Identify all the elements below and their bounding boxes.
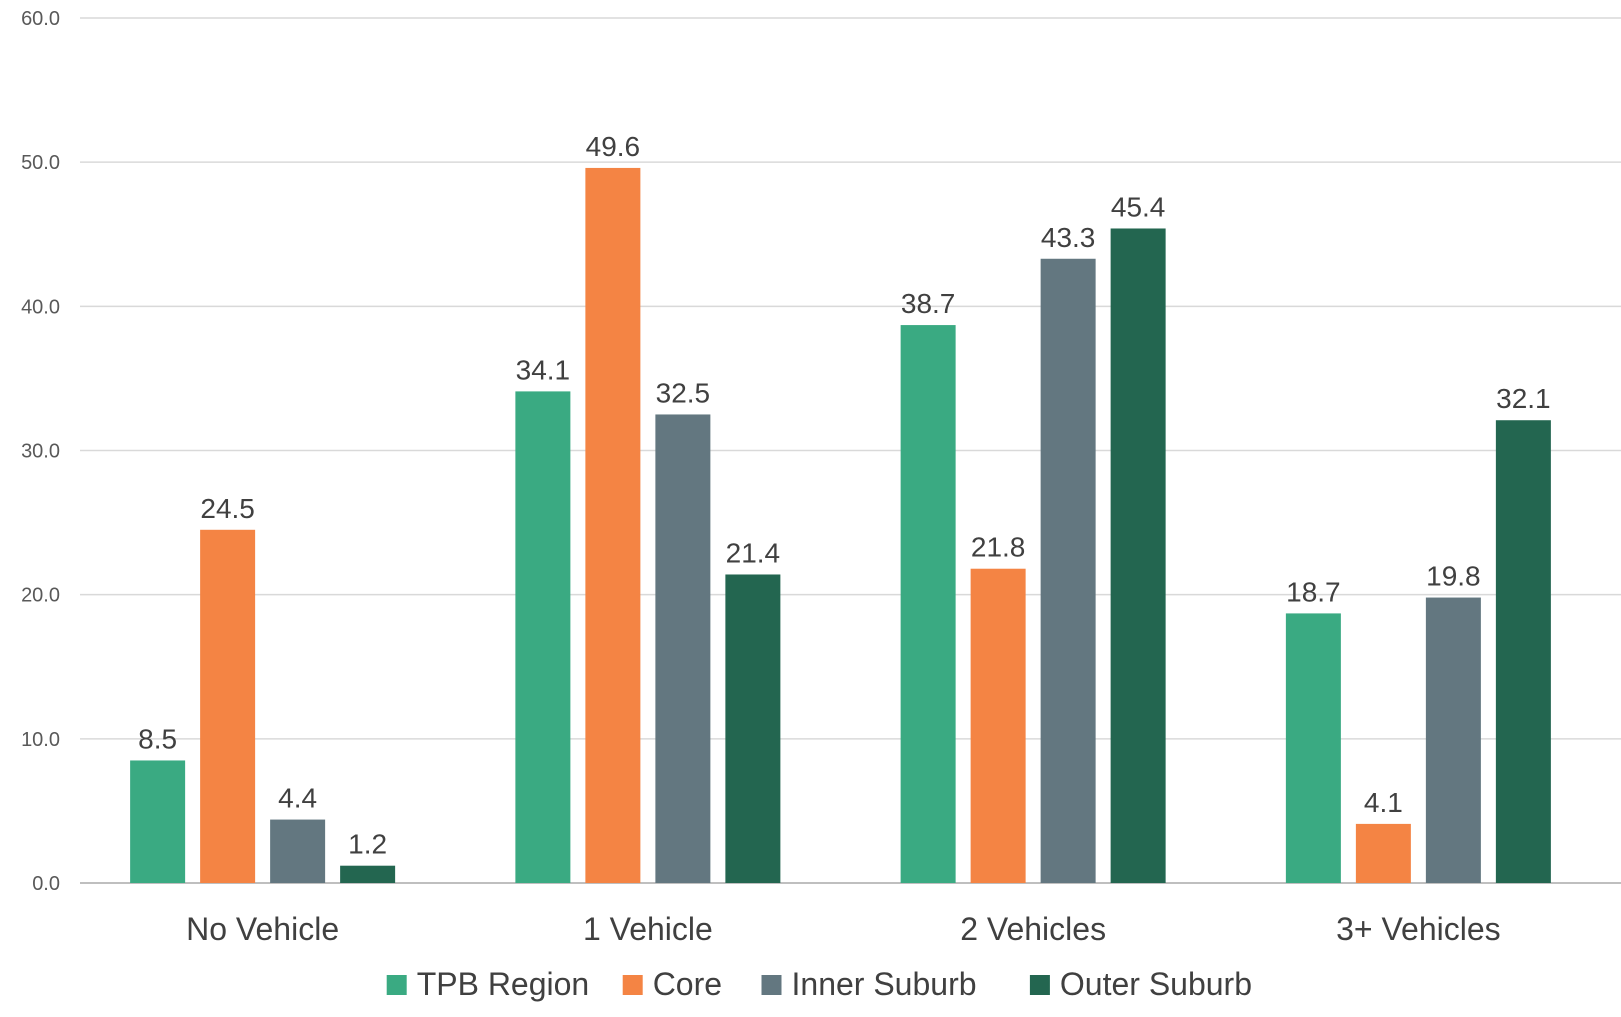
data-label: 24.5 <box>200 493 255 524</box>
bar-inner-suburb <box>1040 258 1096 884</box>
data-label: 8.5 <box>138 723 177 754</box>
data-label: 18.7 <box>1286 576 1341 607</box>
data-label: 32.1 <box>1496 383 1551 414</box>
y-tick-label: 50.0 <box>21 152 60 174</box>
bar-outer-suburb <box>340 865 396 883</box>
bar-tpb-region <box>130 760 186 883</box>
legend: TPB Region Core Inner Suburb Outer Suburb <box>386 966 1252 1002</box>
data-label: 1.2 <box>348 829 387 860</box>
x-tick-label: No Vehicle <box>186 911 339 947</box>
legend-label: Inner Suburb <box>792 966 977 1002</box>
bar-core <box>970 568 1026 883</box>
bar-outer-suburb <box>1495 420 1551 883</box>
y-tick-label: 10.0 <box>21 729 60 751</box>
legend-item-inner-suburb: Inner Suburb <box>761 966 977 1002</box>
x-tick-label: 3+ Vehicles <box>1336 911 1501 947</box>
bar-core <box>200 529 256 883</box>
bar-inner-suburb <box>270 819 326 883</box>
bars <box>130 167 1551 884</box>
legend-swatch <box>761 975 782 995</box>
gridlines <box>80 17 1621 884</box>
legend-swatch <box>386 975 407 995</box>
legend-item-tpb-region: TPB Region <box>386 966 590 1002</box>
data-label: 34.1 <box>516 354 571 385</box>
y-tick-label: 0.0 <box>32 873 60 895</box>
data-label: 43.3 <box>1041 222 1096 253</box>
bar-tpb-region <box>900 325 956 883</box>
data-label: 19.8 <box>1426 561 1481 592</box>
legend-label: Outer Suburb <box>1060 966 1252 1002</box>
legend-item-outer-suburb: Outer Suburb <box>1029 966 1252 1002</box>
data-labels: 8.5 24.5 4.4 1.2 34.1 49.6 32.5 21.4 38.7 21.8 43.… <box>138 131 1550 860</box>
legend-item-core: Core <box>622 966 722 1002</box>
data-label: 45.4 <box>1111 191 1166 222</box>
x-axis-ticks: No Vehicle 1 Vehicle 2 Vehicles 3+ Vehicles <box>186 911 1501 947</box>
bar-core <box>585 167 641 883</box>
bar-inner-suburb <box>1425 597 1481 883</box>
data-label: 49.6 <box>586 131 641 162</box>
x-tick-label: 2 Vehicles <box>960 911 1106 947</box>
y-tick-label: 20.0 <box>21 585 60 607</box>
data-label: 38.7 <box>901 288 956 319</box>
y-tick-label: 40.0 <box>21 296 60 318</box>
data-label: 4.4 <box>278 783 317 814</box>
y-tick-label: 60.0 <box>21 8 60 30</box>
bar-outer-suburb <box>1110 228 1166 883</box>
legend-swatch <box>622 975 643 995</box>
y-axis-ticks: 0.0 10.0 20.0 30.0 40.0 50.0 60.0 <box>21 8 60 895</box>
data-label: 21.4 <box>726 537 781 568</box>
bar-core <box>1355 823 1411 883</box>
legend-label: TPB Region <box>417 966 590 1002</box>
bar-tpb-region <box>1285 613 1341 883</box>
x-tick-label: 1 Vehicle <box>583 911 713 947</box>
legend-label: Core <box>653 966 722 1002</box>
data-label: 32.5 <box>656 377 711 408</box>
bar-outer-suburb <box>725 574 781 883</box>
bar-inner-suburb <box>655 414 711 883</box>
data-label: 21.8 <box>971 532 1026 563</box>
legend-swatch <box>1029 975 1050 995</box>
y-tick-label: 30.0 <box>21 441 60 463</box>
data-label: 4.1 <box>1364 787 1403 818</box>
bar-tpb-region <box>515 391 571 883</box>
